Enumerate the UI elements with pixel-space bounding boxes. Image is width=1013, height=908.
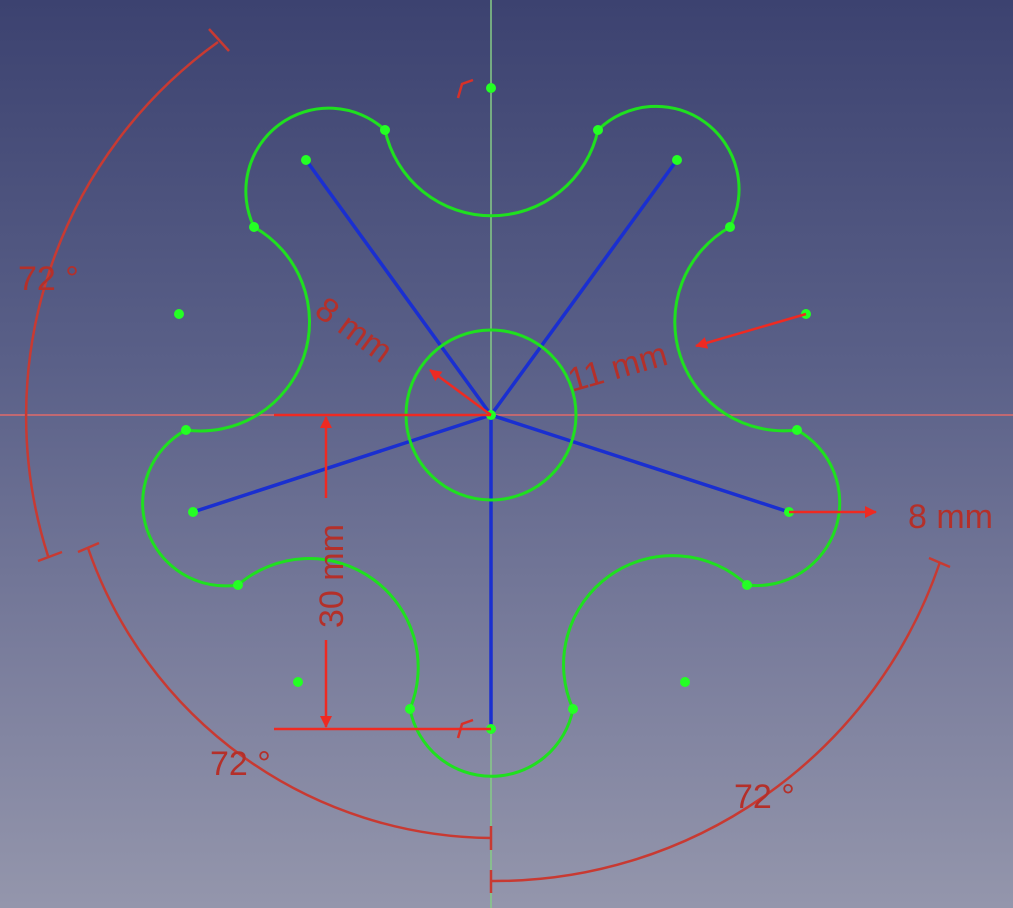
angle-constraints — [24, 28, 951, 893]
angle-label-bottom-right[interactable]: 72 ° — [734, 778, 795, 816]
concave-radius-label[interactable]: 11 mm — [564, 335, 672, 399]
point[interactable] — [233, 580, 243, 590]
point[interactable] — [293, 677, 303, 687]
angle-label-left[interactable]: 72 ° — [18, 260, 79, 298]
angle-tick — [77, 541, 100, 554]
spoke-left[interactable] — [191, 413, 493, 514]
angle-tick — [37, 550, 63, 563]
point[interactable] — [680, 677, 690, 687]
point[interactable] — [249, 222, 259, 232]
point[interactable] — [181, 425, 191, 435]
point[interactable] — [405, 704, 415, 714]
point[interactable] — [301, 155, 311, 165]
dimension-arrows — [274, 312, 877, 731]
lobed-profile[interactable] — [141, 104, 842, 778]
angle-label-bottom-left[interactable]: 72 ° — [210, 745, 271, 783]
point[interactable] — [486, 83, 496, 93]
lobe-radius-label[interactable]: 8 mm — [908, 498, 993, 536]
constraint-icon[interactable] — [456, 718, 474, 739]
constraint-icon[interactable] — [456, 78, 474, 99]
angle-arc-bottom-right[interactable] — [490, 561, 942, 883]
point[interactable] — [568, 704, 578, 714]
point[interactable] — [174, 309, 184, 319]
point[interactable] — [188, 507, 198, 517]
angle-arc-bottom-left[interactable] — [86, 547, 492, 840]
spoke-top-left[interactable] — [304, 158, 493, 417]
hub-radius-label[interactable]: 8 mm — [308, 290, 399, 371]
spoke-right[interactable] — [489, 413, 791, 514]
point[interactable] — [792, 425, 802, 435]
point[interactable] — [672, 155, 682, 165]
angle-tick — [208, 28, 230, 52]
spoke-top-right[interactable] — [489, 158, 679, 417]
hub-radius-arrow[interactable] — [429, 368, 492, 417]
construction-spokes — [191, 158, 791, 731]
angle-arc-left[interactable] — [24, 40, 219, 557]
point[interactable] — [593, 125, 603, 135]
point[interactable] — [725, 222, 735, 232]
point[interactable] — [742, 580, 752, 590]
angle-tick — [928, 556, 951, 569]
constraint-glyphs — [456, 78, 474, 739]
distance-label[interactable]: 30 mm — [313, 524, 351, 628]
point[interactable] — [380, 125, 390, 135]
concave-radius-arrow[interactable] — [695, 312, 807, 349]
